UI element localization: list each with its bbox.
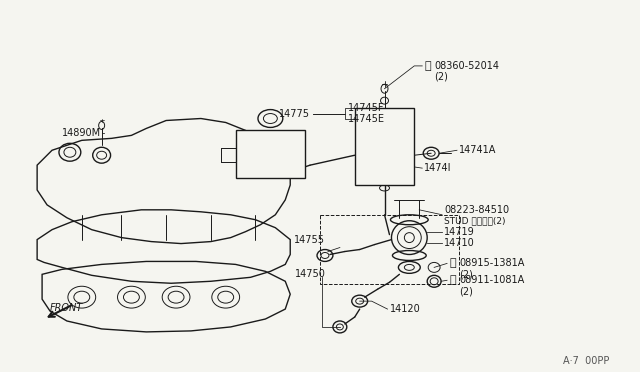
Text: 08223-84510: 08223-84510: [444, 205, 509, 215]
Text: (2): (2): [434, 72, 448, 82]
Text: Ⓝ: Ⓝ: [449, 275, 456, 285]
Text: (2): (2): [459, 286, 473, 296]
Text: 08360-52014: 08360-52014: [434, 61, 499, 71]
Text: 08911-1081A: 08911-1081A: [459, 275, 524, 285]
Text: 1474I: 1474I: [424, 163, 452, 173]
Text: Ⓢ: Ⓢ: [424, 61, 431, 71]
Polygon shape: [355, 108, 414, 185]
Text: 14710: 14710: [444, 238, 475, 248]
Text: 14120: 14120: [390, 304, 420, 314]
Text: A·7  00PP: A·7 00PP: [563, 356, 609, 366]
Text: FRONT: FRONT: [50, 303, 83, 313]
Text: 14745F: 14745F: [348, 103, 384, 113]
Text: 14719: 14719: [444, 227, 475, 237]
Text: 14775: 14775: [279, 109, 310, 119]
Text: 14750: 14750: [295, 269, 326, 279]
Text: 14890M: 14890M: [62, 128, 101, 138]
Text: 14741A: 14741A: [459, 145, 497, 155]
Text: Ⓝ: Ⓝ: [449, 259, 456, 269]
Text: 14755: 14755: [294, 235, 325, 245]
Text: 08915-1381A: 08915-1381A: [459, 259, 524, 269]
Polygon shape: [236, 131, 305, 178]
Text: STUD スタッド(2): STUD スタッド(2): [444, 216, 506, 225]
Text: 14745E: 14745E: [348, 113, 385, 124]
Text: (2): (2): [459, 269, 473, 279]
